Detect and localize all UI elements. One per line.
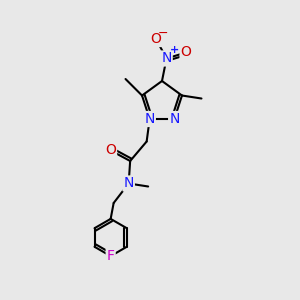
Text: O: O (151, 32, 161, 46)
Text: +: + (170, 45, 179, 55)
Text: O: O (105, 143, 116, 158)
Text: N: N (161, 52, 172, 65)
Text: N: N (124, 176, 134, 190)
Text: N: N (169, 112, 179, 126)
Text: O: O (181, 46, 191, 59)
Text: −: − (158, 27, 168, 40)
Text: N: N (145, 112, 155, 126)
Text: F: F (107, 249, 115, 263)
